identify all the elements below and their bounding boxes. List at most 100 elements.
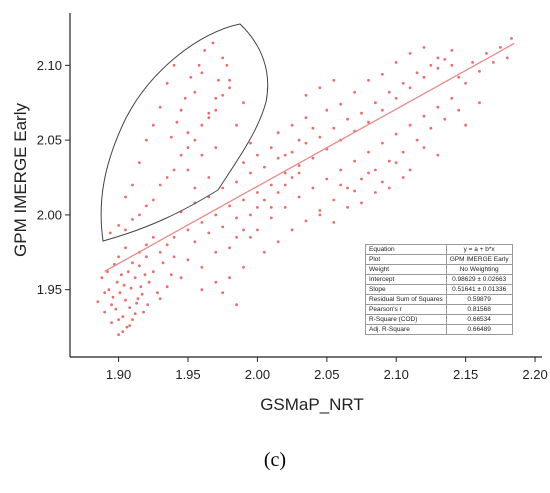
data-point: [135, 301, 139, 305]
stats-row: Equation y = a + b*x: [365, 244, 513, 255]
data-point: [381, 108, 384, 112]
data-point: [256, 206, 259, 209]
data-point: [133, 276, 137, 280]
stats-label: Equation: [365, 244, 447, 255]
data-point: [107, 288, 111, 292]
data-point: [131, 261, 134, 265]
data-point: [269, 146, 273, 150]
data-point: [422, 114, 426, 118]
data-point: [242, 265, 245, 269]
data-point: [121, 315, 125, 318]
data-point: [143, 273, 147, 277]
y-axis-title: GPM IMERGE Early: [11, 103, 30, 257]
data-point: [165, 285, 169, 289]
data-point: [186, 131, 190, 135]
data-point: [408, 52, 412, 55]
data-point: [172, 63, 176, 67]
data-point: [332, 198, 336, 202]
data-point: [221, 56, 225, 60]
data-point: [118, 291, 122, 295]
data-point: [464, 81, 467, 85]
data-point: [401, 176, 405, 179]
data-point: [394, 132, 398, 136]
x-tick-label: 1.90: [106, 367, 131, 382]
y-axis-ticks: 1.95 2.00 2.05 2.10: [37, 58, 70, 297]
data-point: [200, 71, 204, 75]
data-point: [125, 325, 129, 329]
data-point: [242, 228, 245, 232]
stats-value: 0.59879: [445, 294, 513, 305]
data-point: [429, 63, 433, 67]
data-point: [283, 206, 287, 209]
stats-row: Intercept 0.98629 ± 0.02663: [365, 274, 513, 285]
x-tick-label: 2.15: [453, 367, 478, 382]
data-point: [124, 228, 127, 232]
data-point: [214, 280, 218, 284]
data-point: [156, 291, 159, 295]
data-point: [422, 46, 426, 49]
data-point: [179, 108, 183, 112]
stats-label: R-Square (COD): [365, 314, 447, 325]
data-point: [225, 63, 229, 67]
data-point: [360, 201, 363, 205]
data-point: [207, 176, 211, 179]
data-point: [124, 246, 127, 250]
data-point: [147, 280, 151, 284]
data-point: [158, 183, 162, 187]
data-point: [367, 171, 370, 175]
x-axis-title: GSMaP_NRT: [260, 395, 364, 414]
data-point: [339, 102, 343, 106]
data-point: [318, 213, 322, 217]
outlier-region-outline: [100, 23, 269, 242]
data-point: [200, 153, 204, 157]
data-point: [169, 135, 173, 139]
data-point: [117, 224, 120, 227]
data-point: [121, 330, 125, 333]
data-point: [297, 138, 301, 142]
data-point: [228, 276, 232, 280]
stats-label: Intercept: [365, 274, 447, 285]
stats-row: Slope 0.51641 ± 0.01336: [365, 284, 513, 295]
data-point: [367, 78, 370, 82]
data-point: [96, 300, 100, 304]
data-point: [436, 105, 440, 109]
data-point: [276, 131, 280, 135]
data-point: [186, 146, 190, 150]
data-point: [304, 93, 308, 97]
data-point: [179, 276, 183, 280]
data-point: [103, 310, 107, 314]
data-point: [263, 250, 266, 254]
data-point: [200, 123, 204, 127]
data-point: [172, 235, 176, 239]
data-point: [381, 72, 384, 76]
data-point: [235, 123, 239, 127]
data-point: [111, 295, 115, 299]
data-point: [110, 321, 113, 324]
stats-value: 0.81568: [445, 304, 513, 315]
data-point: [394, 61, 398, 64]
data-point: [290, 150, 294, 154]
data-point: [297, 195, 301, 199]
y-tick-label: 2.00: [37, 207, 62, 222]
data-point: [117, 255, 120, 259]
data-point: [464, 123, 467, 127]
data-point: [353, 189, 356, 193]
stats-value: 0.66534: [445, 314, 513, 325]
data-point: [450, 96, 454, 100]
data-point: [110, 303, 113, 307]
data-point: [200, 288, 204, 292]
data-point: [374, 101, 377, 105]
data-point: [211, 41, 215, 45]
stats-value: 0.66489: [445, 324, 513, 335]
data-point: [381, 180, 384, 184]
data-point: [269, 216, 273, 220]
x-axis-ticks: 1.90 1.95 2.00 2.05 2.10 2.15 2.20: [106, 357, 548, 382]
data-point: [387, 186, 391, 190]
stats-value: y = a + b*x: [445, 244, 513, 255]
data-point: [401, 150, 405, 154]
data-point: [311, 156, 315, 160]
data-point: [117, 333, 120, 336]
data-point: [142, 310, 146, 314]
data-point: [443, 58, 447, 61]
data-point: [158, 297, 162, 301]
